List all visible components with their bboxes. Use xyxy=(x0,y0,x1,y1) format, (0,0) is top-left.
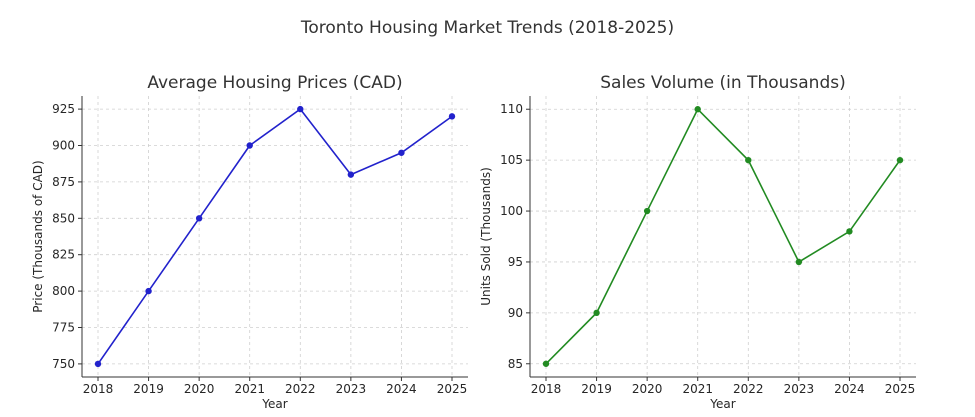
x-tick-label: 2020 xyxy=(184,382,215,396)
x-tick-label: 2018 xyxy=(83,382,114,396)
series-line xyxy=(97,108,453,365)
y-tick-label: 100 xyxy=(500,204,523,218)
y-tick-label: 900 xyxy=(52,139,75,153)
x-tick-label: 2020 xyxy=(632,382,663,396)
y-tick-label: 750 xyxy=(52,357,75,371)
x-axis-label: Year xyxy=(709,397,735,411)
y-tick-label: 800 xyxy=(52,284,75,298)
x-tick-label: 2023 xyxy=(336,382,367,396)
x-tick-label: 2021 xyxy=(682,382,713,396)
y-tick-label: 775 xyxy=(52,320,75,334)
data-point xyxy=(896,156,904,164)
data-point xyxy=(542,360,550,367)
y-tick-label: 105 xyxy=(500,153,523,167)
x-tick-label: 2019 xyxy=(133,382,164,396)
y-tick-label: 95 xyxy=(508,255,523,269)
y-tick-label: 850 xyxy=(52,211,75,225)
x-tick-label: 2023 xyxy=(784,382,815,396)
data-point xyxy=(448,113,456,120)
y-axis-label: Price (Thousands of CAD) xyxy=(31,160,45,312)
data-point xyxy=(846,228,853,235)
x-tick-label: 2018 xyxy=(531,382,562,396)
data-point xyxy=(145,287,152,295)
chart-1: 750 775 800 825 850 875 900 925 2018 2019 2020 2021… xyxy=(31,73,468,411)
x-tick-label: 2022 xyxy=(733,382,764,396)
chart-title: Sales Volume (in Thousands) xyxy=(600,73,845,93)
x-tick-label: 2022 xyxy=(285,382,316,396)
data-point xyxy=(297,105,304,113)
x-tick-label: 2019 xyxy=(581,382,612,396)
data-point xyxy=(795,258,803,266)
data-point xyxy=(195,215,203,222)
data-point xyxy=(347,171,355,178)
data-point xyxy=(745,156,752,164)
x-axis-label: Year xyxy=(261,397,287,411)
data-point xyxy=(398,149,405,156)
series-line xyxy=(545,107,901,365)
y-tick-label: 875 xyxy=(52,175,75,189)
x-tick-label: 2025 xyxy=(885,382,916,396)
x-tick-label: 2025 xyxy=(437,382,468,396)
y-axis-label: Units Sold (Thousands) xyxy=(479,167,493,306)
x-tick-label: 2021 xyxy=(234,382,265,396)
data-point xyxy=(694,106,701,113)
y-tick-label: 825 xyxy=(52,248,75,262)
data-point xyxy=(94,360,102,368)
y-tick-label: 925 xyxy=(52,102,75,116)
x-tick-label: 2024 xyxy=(834,382,865,396)
data-point xyxy=(593,309,600,317)
y-tick-label: 85 xyxy=(508,357,523,371)
x-tick-label: 2024 xyxy=(386,382,417,396)
figure-title: Toronto Housing Market Trends (2018-2025… xyxy=(300,18,675,38)
data-point xyxy=(643,207,651,215)
data-point xyxy=(246,142,253,149)
chart-2: 85 90 95 100 105 110 2018 2019 2020 2021 2022 2023 2… xyxy=(479,73,916,411)
y-tick-label: 90 xyxy=(508,306,523,320)
y-tick-label: 110 xyxy=(500,102,523,116)
chart-title: Average Housing Prices (CAD) xyxy=(147,73,402,93)
